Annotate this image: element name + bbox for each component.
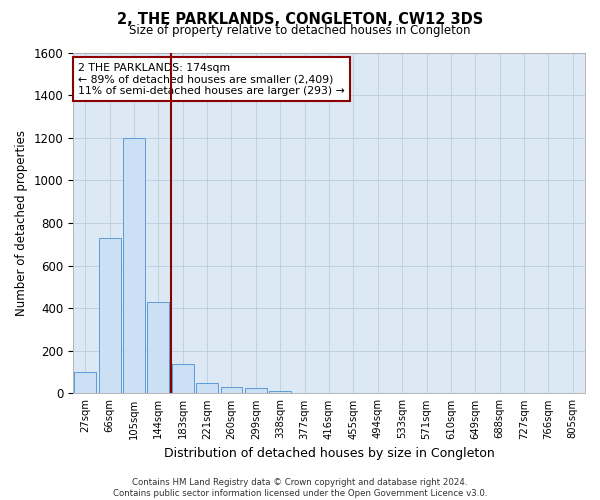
- Text: 2 THE PARKLANDS: 174sqm
← 89% of detached houses are smaller (2,409)
11% of semi: 2 THE PARKLANDS: 174sqm ← 89% of detache…: [78, 62, 345, 96]
- Text: 2, THE PARKLANDS, CONGLETON, CW12 3DS: 2, THE PARKLANDS, CONGLETON, CW12 3DS: [117, 12, 483, 28]
- Bar: [245, 388, 267, 394]
- Bar: [221, 387, 242, 394]
- Bar: [148, 302, 169, 394]
- Bar: [196, 383, 218, 394]
- Bar: [123, 138, 145, 394]
- Bar: [98, 238, 121, 394]
- X-axis label: Distribution of detached houses by size in Congleton: Distribution of detached houses by size …: [164, 447, 494, 460]
- Y-axis label: Number of detached properties: Number of detached properties: [15, 130, 28, 316]
- Bar: [74, 372, 96, 394]
- Text: Contains HM Land Registry data © Crown copyright and database right 2024.
Contai: Contains HM Land Registry data © Crown c…: [113, 478, 487, 498]
- Bar: [269, 392, 291, 394]
- Text: Size of property relative to detached houses in Congleton: Size of property relative to detached ho…: [129, 24, 471, 37]
- Bar: [172, 364, 194, 394]
